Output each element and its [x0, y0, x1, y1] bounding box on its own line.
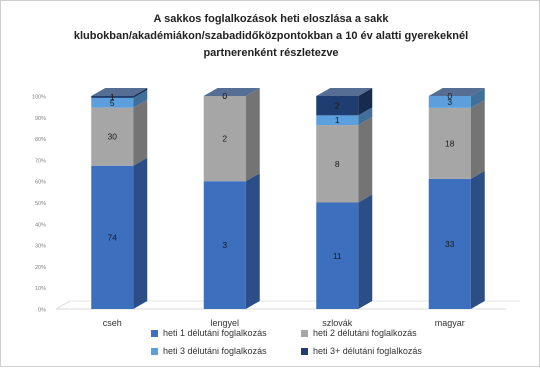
bar-top-magyar	[428, 88, 485, 96]
data-label-magyar-1: 33	[445, 239, 455, 249]
floor-edge-left	[55, 300, 71, 310]
bar-segment-lengyel-2	[203, 96, 246, 182]
legend-label-heti-3: heti 3 délutáni foglalkozás	[163, 346, 267, 356]
bar-segment-side-cseh-1	[133, 157, 148, 309]
legend-label-heti-3-plus: heti 3+ délutáni foglalkozás	[313, 346, 422, 356]
y-tick-label: 80%	[35, 137, 46, 143]
y-tick-label: 40%	[35, 222, 46, 228]
bar-segment-lengyel-1	[203, 181, 246, 309]
legend-swatch-heti-1	[151, 329, 158, 337]
bar-top-szlovák	[316, 88, 373, 96]
bar-top-lengyel	[203, 88, 260, 96]
legend-swatch-heti-3	[151, 347, 158, 355]
data-label-magyar-2: 18	[445, 138, 455, 148]
data-label-lengyel-2: 2	[222, 134, 227, 144]
bar-segment-side-szlovák-1	[358, 194, 373, 309]
bar-segment-szlovák-1	[316, 202, 359, 309]
bar-top-cseh	[91, 88, 148, 96]
bar-segment-magyar-2	[428, 107, 471, 179]
bar-segment-side-szlovák-3	[358, 107, 373, 126]
y-tick-label: 50%	[35, 201, 46, 207]
bar-segment-side-cseh-3	[133, 89, 148, 108]
data-label-szlovák-2: 8	[335, 159, 340, 169]
data-label-magyar-3: 3	[447, 97, 452, 107]
y-tick-label: 60%	[35, 180, 46, 186]
data-label-szlovák-1: 11	[333, 251, 342, 261]
data-label-lengyel-4: 0	[222, 91, 227, 101]
x-tick-label-cseh: cseh	[103, 318, 122, 328]
x-tick-label-szlovák: szlovák	[322, 318, 353, 328]
data-label-cseh-2: 30	[108, 132, 118, 142]
bar-segment-szlovák-4	[316, 96, 359, 116]
legend-item-heti-2: heti 2 délutáni foglalkozás	[301, 328, 417, 338]
data-label-magyar-4: 0	[447, 91, 452, 101]
y-tick-label: 30%	[35, 244, 46, 250]
bar-segment-cseh-1	[91, 165, 134, 309]
bar-segment-cseh-2	[91, 107, 134, 166]
bar-segment-side-magyar-3	[470, 88, 485, 108]
bar-segment-magyar-3	[428, 96, 471, 108]
legend-item-heti-1: heti 1 délutáni foglalkozás	[151, 328, 267, 338]
data-label-szlovák-3: 1	[335, 115, 340, 125]
data-label-szlovák-4: 2	[335, 101, 340, 111]
y-tick-label: 20%	[35, 265, 46, 271]
legend-swatch-heti-3-plus	[301, 347, 308, 355]
bar-segment-side-magyar-2	[470, 99, 485, 179]
bar-segment-cseh-4	[91, 96, 134, 98]
bar-segment-side-szlovák-2	[358, 117, 373, 203]
bar-segment-side-cseh-4	[133, 88, 148, 98]
bar-segment-szlovák-2	[316, 125, 359, 203]
legend-swatch-heti-2	[301, 329, 308, 337]
x-tick-label-magyar: magyar	[435, 318, 465, 328]
data-label-cseh-3: 5	[110, 98, 115, 108]
chart-title-line-2: klubokban/akadémiákon/szabadidőközpontok…	[73, 30, 469, 42]
legend-label-heti-1: heti 1 délutáni foglalkozás	[163, 328, 267, 338]
data-label-lengyel-1: 3	[222, 240, 227, 250]
y-tick-label: 10%	[35, 286, 46, 292]
data-label-cseh-1: 74	[108, 232, 118, 242]
bar-segment-side-cseh-2	[133, 99, 148, 166]
legend-item-heti-3-plus: heti 3+ délutáni foglalkozás	[301, 346, 422, 356]
legend-item-heti-3: heti 3 délutáni foglalkozás	[151, 346, 267, 356]
bar-segment-szlovák-3	[316, 115, 359, 126]
bar-segment-side-lengyel-2	[245, 88, 260, 182]
bar-segment-magyar-1	[428, 178, 471, 309]
data-label-cseh-4: 1	[110, 92, 115, 102]
x-tick-label-lengyel: lengyel	[210, 318, 239, 328]
y-tick-label: 90%	[35, 116, 46, 122]
bar-segment-side-magyar-1	[470, 170, 485, 309]
bar-segment-side-szlovák-4	[358, 88, 373, 116]
bar-segment-side-lengyel-1	[245, 173, 260, 309]
y-tick-label: 100%	[32, 95, 46, 101]
legend-label-heti-2: heti 2 délutáni foglalkozás	[313, 328, 417, 338]
chart-title-line-1: A sakkos foglalkozások heti eloszlása a …	[153, 13, 389, 25]
bar-segment-cseh-3	[91, 97, 134, 108]
chart-title: A sakkos foglalkozások heti eloszlása a …	[1, 11, 540, 62]
y-tick-label: 70%	[35, 158, 46, 164]
chart-title-line-3: partnerenként részletezve	[203, 47, 339, 59]
y-tick-label: 0%	[38, 308, 46, 314]
